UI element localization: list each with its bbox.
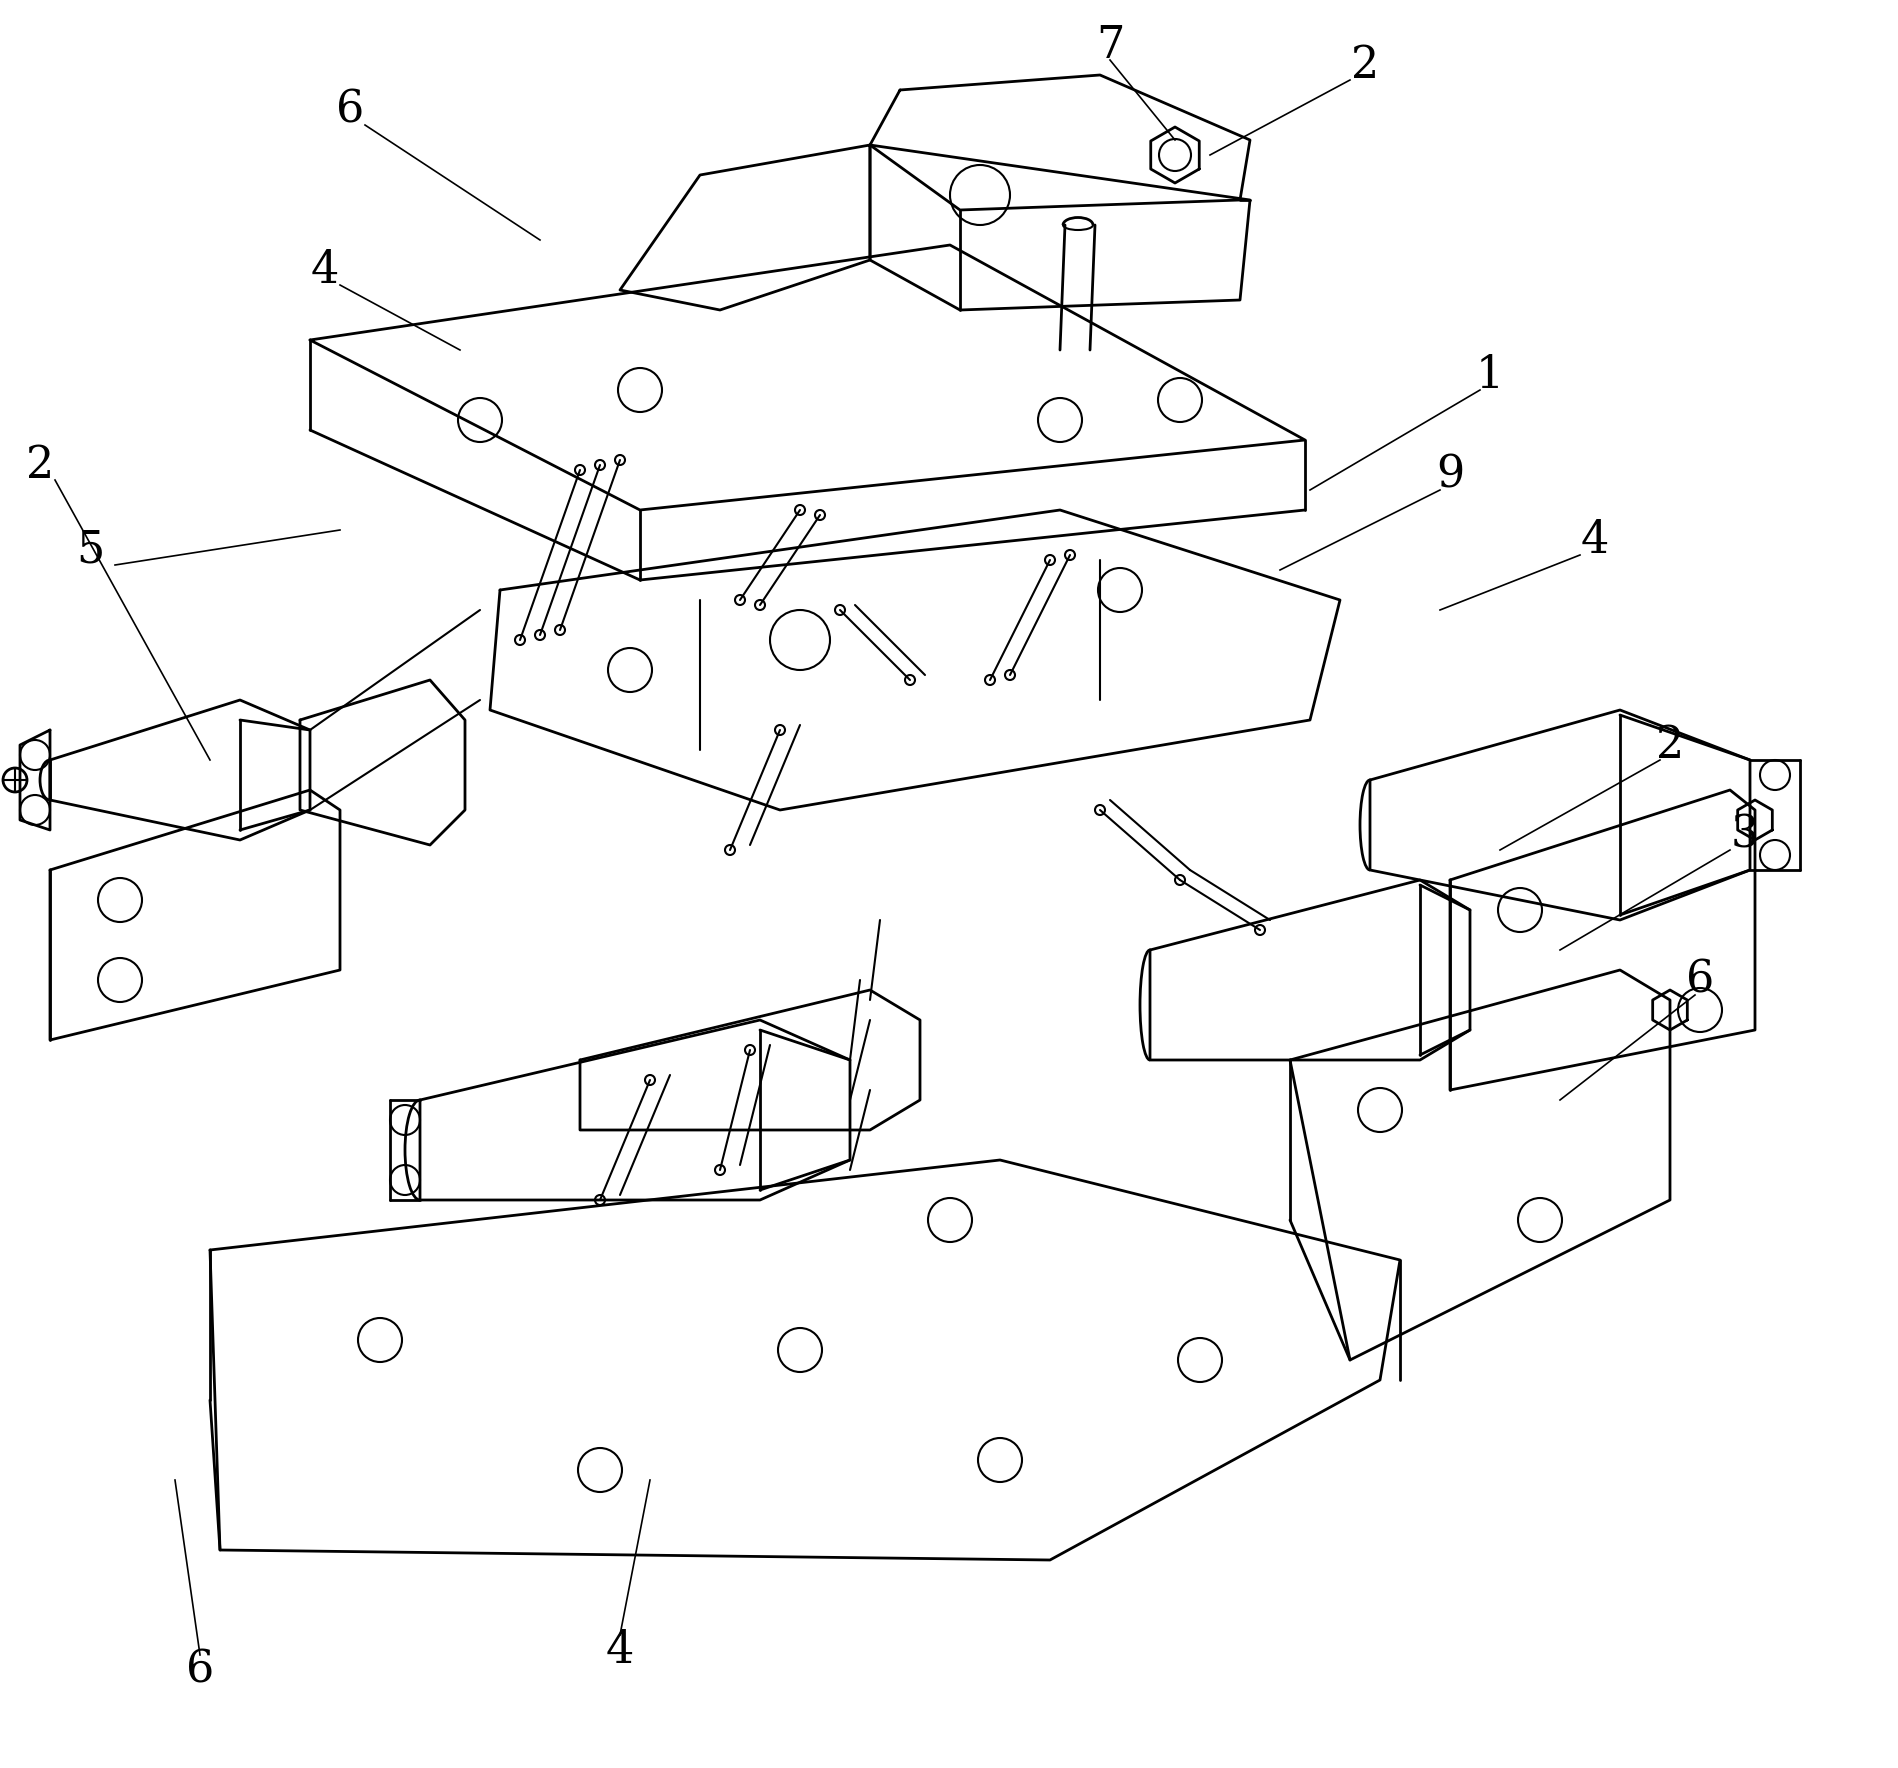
Text: 6: 6 [186, 1648, 214, 1692]
Text: 2: 2 [1655, 723, 1684, 767]
Text: 6: 6 [336, 88, 364, 131]
Text: 7: 7 [1095, 23, 1124, 67]
Text: 4: 4 [1581, 518, 1610, 562]
Text: 3: 3 [1731, 813, 1759, 856]
Text: 4: 4 [311, 249, 340, 292]
Text: 6: 6 [1685, 958, 1714, 1002]
Text: 5: 5 [76, 529, 104, 571]
Text: 1: 1 [1477, 354, 1503, 396]
Text: 2: 2 [1351, 44, 1380, 87]
Text: 2: 2 [27, 444, 55, 486]
Text: 9: 9 [1437, 453, 1463, 497]
Text: 4: 4 [605, 1628, 634, 1671]
